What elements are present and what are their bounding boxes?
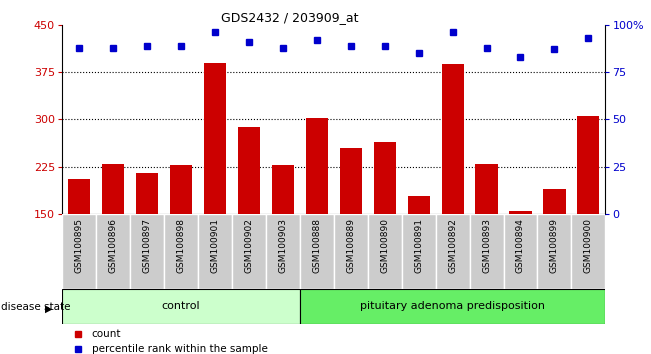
Bar	[436, 214, 469, 289]
Bar	[572, 214, 605, 289]
Bar	[266, 214, 299, 289]
Bar	[577, 116, 600, 214]
Text: GSM100896: GSM100896	[108, 218, 117, 273]
Bar	[333, 214, 368, 289]
Text: GSM100895: GSM100895	[74, 218, 83, 273]
Bar	[299, 214, 333, 289]
Bar	[136, 173, 158, 214]
Text: GSM100894: GSM100894	[516, 218, 525, 273]
Text: GSM100902: GSM100902	[244, 218, 253, 273]
Text: GSM100888: GSM100888	[312, 218, 321, 273]
Text: GSM100890: GSM100890	[380, 218, 389, 273]
Bar	[232, 214, 266, 289]
Bar	[368, 214, 402, 289]
Text: count: count	[92, 330, 121, 339]
Text: GSM100891: GSM100891	[414, 218, 423, 273]
Bar	[271, 165, 294, 214]
Bar	[164, 214, 198, 289]
Bar	[408, 196, 430, 214]
Bar	[441, 64, 464, 214]
Bar	[130, 214, 164, 289]
Bar	[62, 289, 299, 324]
Bar	[170, 165, 192, 214]
Bar	[503, 214, 538, 289]
Text: GSM100898: GSM100898	[176, 218, 186, 273]
Bar	[305, 118, 327, 214]
Bar	[96, 214, 130, 289]
Text: GSM100892: GSM100892	[448, 218, 457, 273]
Bar	[544, 189, 566, 214]
Text: ▶: ▶	[45, 304, 53, 314]
Text: GSM100900: GSM100900	[584, 218, 593, 273]
Text: GSM100889: GSM100889	[346, 218, 355, 273]
Text: disease state: disease state	[1, 302, 70, 312]
Bar	[299, 289, 605, 324]
Bar	[102, 164, 124, 214]
Bar	[198, 214, 232, 289]
Bar	[510, 211, 531, 214]
Bar	[475, 164, 497, 214]
Text: pituitary adenoma predisposition: pituitary adenoma predisposition	[360, 301, 545, 311]
Text: GSM100903: GSM100903	[278, 218, 287, 273]
Text: percentile rank within the sample: percentile rank within the sample	[92, 344, 268, 354]
Bar	[68, 179, 90, 214]
Bar	[538, 214, 572, 289]
Bar	[469, 214, 503, 289]
Bar	[62, 214, 96, 289]
Text: GSM100899: GSM100899	[550, 218, 559, 273]
Text: control: control	[161, 301, 200, 311]
Text: GSM100901: GSM100901	[210, 218, 219, 273]
Text: GSM100897: GSM100897	[143, 218, 151, 273]
Title: GDS2432 / 203909_at: GDS2432 / 203909_at	[221, 11, 359, 24]
Bar	[374, 142, 396, 214]
Bar	[204, 63, 226, 214]
Bar	[402, 214, 436, 289]
Bar	[238, 127, 260, 214]
Bar	[340, 148, 362, 214]
Text: GSM100893: GSM100893	[482, 218, 491, 273]
